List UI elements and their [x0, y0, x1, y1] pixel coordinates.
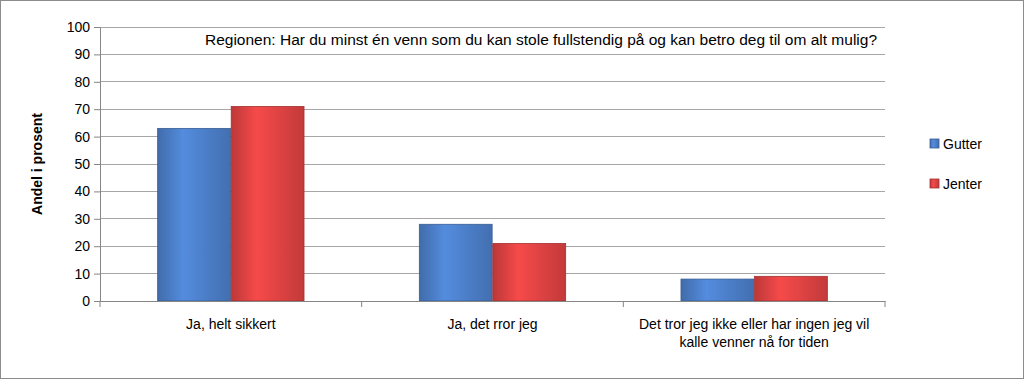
x-tick-label: Det tror jeg ikke eller har ingen jeg vi…: [639, 316, 869, 350]
category-separator: [623, 301, 624, 307]
y-tick-label: 100: [67, 19, 91, 35]
y-tick-label: 10: [74, 266, 90, 282]
y-tick-mark: [94, 301, 100, 302]
y-tick-mark: [94, 219, 100, 220]
y-tick: 50: [74, 156, 100, 172]
y-tick-label: 80: [74, 74, 90, 90]
y-tick: 100: [67, 19, 100, 35]
y-tick: 90: [74, 46, 100, 62]
bars: [158, 106, 828, 301]
category-separator: [361, 301, 362, 307]
grid: [100, 27, 885, 301]
y-tick: 10: [74, 266, 100, 282]
y-tick-mark: [94, 54, 100, 55]
y-tick-mark: [94, 164, 100, 165]
legend-swatch: [930, 139, 939, 148]
grid-line: [100, 27, 885, 28]
title: Regionen: Har du minst én venn som du ka…: [205, 31, 877, 48]
y-tick-label: 60: [74, 129, 90, 145]
y-tick-label: 30: [74, 211, 90, 227]
grid-line: [100, 81, 885, 82]
y-tick: 20: [74, 238, 100, 254]
y-tick-label: 20: [74, 238, 90, 254]
y-tick-mark: [94, 137, 100, 138]
y-tick-mark: [94, 191, 100, 192]
x-axis: Ja, helt sikkert Ja, det rror jeg Det tror…: [100, 301, 886, 350]
x-tick-label: Ja, det rror jeg: [447, 316, 537, 332]
x-tick-label: Ja, helt sikkert: [186, 316, 276, 332]
legend-swatch: [930, 179, 939, 188]
bar: [419, 224, 492, 301]
legend-label: Gutter: [943, 136, 982, 152]
y-tick-mark: [94, 109, 100, 110]
bar: [493, 243, 566, 301]
y-tick-label: 40: [74, 183, 90, 199]
y-tick: 70: [74, 101, 100, 117]
category-separator: [885, 301, 886, 307]
y-axis: 0 10 20 30 40 50 60 70 80 90 100: [67, 19, 101, 309]
y-tick-mark: [94, 27, 100, 28]
y-axis-title: Andel i prosent: [29, 113, 45, 215]
y-tick-mark: [94, 246, 100, 247]
chart: 0102030405060708090100Ja, helt sikkertJa…: [0, 0, 1024, 379]
x-tick: Det tror jeg ikke eller har ingen jeg vi…: [639, 316, 869, 350]
grid-line: [100, 54, 885, 55]
frame: [1, 1, 1024, 379]
y-tick-mark: [94, 274, 100, 275]
y-tick: 0: [82, 293, 100, 309]
y-tick: 30: [74, 211, 100, 227]
bar: [158, 128, 231, 301]
x-tick: Ja, helt sikkert: [186, 316, 276, 332]
y-tick: 60: [74, 129, 100, 145]
bar: [755, 276, 828, 301]
y-tick-label: 90: [74, 46, 90, 62]
y-tick: 80: [74, 74, 100, 90]
legend: Gutter Jenter: [930, 136, 982, 192]
grid-line: [100, 109, 885, 110]
legend-label: Jenter: [943, 176, 982, 192]
plot: 0102030405060708090100Ja, helt sikkertJa…: [67, 19, 886, 350]
category-separator: [100, 301, 101, 307]
bar: [231, 106, 304, 301]
y-tick-label: 50: [74, 156, 90, 172]
x-tick: Ja, det rror jeg: [447, 316, 537, 332]
y-tick: 40: [74, 183, 100, 199]
y-tick-label: 0: [82, 293, 90, 309]
y-tick-label: 70: [74, 101, 90, 117]
x-axis-line: [101, 301, 886, 302]
bar: [681, 279, 754, 301]
y-tick-mark: [94, 82, 100, 83]
y-axis-line: [100, 28, 101, 302]
